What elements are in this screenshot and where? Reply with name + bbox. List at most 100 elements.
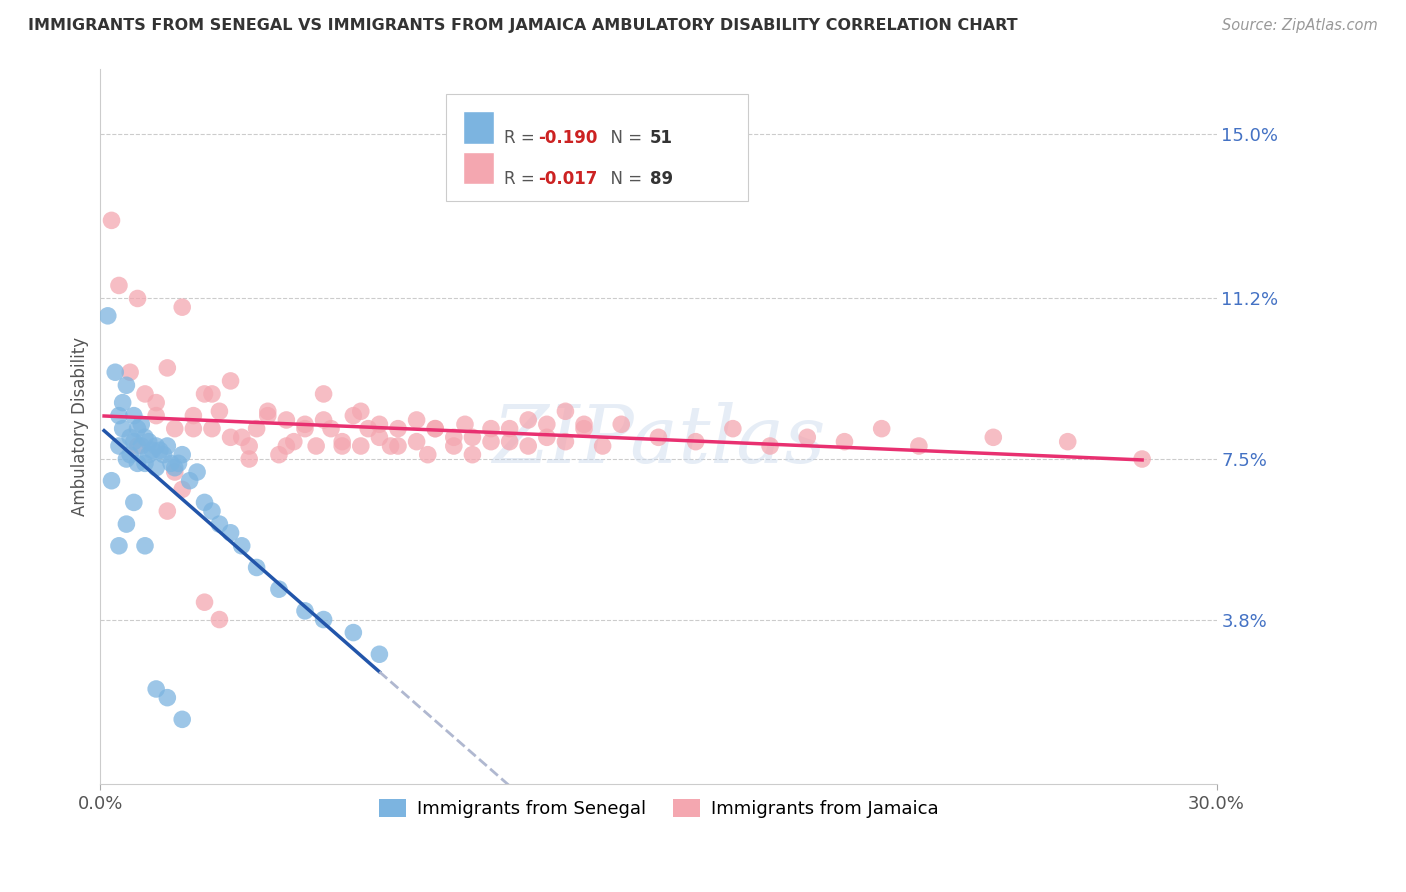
Point bbox=[283, 434, 305, 449]
Point bbox=[416, 448, 439, 462]
Point bbox=[368, 417, 391, 432]
Point bbox=[610, 417, 633, 432]
Point bbox=[149, 443, 172, 458]
Point bbox=[208, 613, 231, 627]
Point bbox=[127, 422, 149, 436]
Point bbox=[156, 439, 179, 453]
Point bbox=[479, 422, 502, 436]
Point bbox=[454, 417, 477, 432]
Point bbox=[592, 439, 614, 453]
Point bbox=[111, 395, 134, 409]
Text: 51: 51 bbox=[650, 128, 672, 146]
Point bbox=[156, 504, 179, 518]
Point bbox=[357, 422, 380, 436]
Point bbox=[108, 439, 131, 453]
Point bbox=[172, 300, 194, 314]
Point bbox=[138, 448, 160, 462]
Text: R =: R = bbox=[505, 128, 540, 146]
Point bbox=[127, 439, 149, 453]
Point bbox=[342, 409, 364, 423]
Point bbox=[111, 422, 134, 436]
Point bbox=[100, 474, 122, 488]
Point bbox=[405, 434, 427, 449]
Point bbox=[572, 417, 595, 432]
Point bbox=[115, 517, 138, 532]
Text: IMMIGRANTS FROM SENEGAL VS IMMIGRANTS FROM JAMAICA AMBULATORY DISABILITY CORRELA: IMMIGRANTS FROM SENEGAL VS IMMIGRANTS FR… bbox=[28, 18, 1018, 33]
Point bbox=[145, 439, 167, 453]
Point bbox=[330, 434, 353, 449]
Point bbox=[201, 387, 224, 401]
Point bbox=[122, 434, 145, 449]
Point bbox=[208, 404, 231, 418]
Point bbox=[380, 439, 402, 453]
Point bbox=[122, 495, 145, 509]
Point bbox=[294, 417, 316, 432]
Point bbox=[536, 430, 558, 444]
FancyBboxPatch shape bbox=[463, 153, 495, 185]
Point bbox=[908, 439, 931, 453]
Point bbox=[219, 525, 242, 540]
Point bbox=[350, 404, 373, 418]
Point bbox=[108, 278, 131, 293]
Point bbox=[183, 409, 205, 423]
Point bbox=[1130, 452, 1153, 467]
Point bbox=[330, 439, 353, 453]
Point bbox=[256, 404, 278, 418]
Point bbox=[156, 360, 179, 375]
Point bbox=[685, 434, 707, 449]
Point bbox=[134, 430, 156, 444]
Point bbox=[759, 439, 782, 453]
Point bbox=[145, 460, 167, 475]
Point bbox=[120, 430, 142, 444]
Point bbox=[238, 439, 260, 453]
Point bbox=[160, 456, 183, 470]
Point bbox=[796, 430, 818, 444]
Point bbox=[1056, 434, 1078, 449]
Point bbox=[179, 474, 201, 488]
Point bbox=[156, 690, 179, 705]
Point bbox=[172, 448, 194, 462]
Text: N =: N = bbox=[600, 128, 648, 146]
Text: ZIPatlas: ZIPatlas bbox=[492, 402, 825, 480]
Point bbox=[276, 439, 298, 453]
Point bbox=[122, 409, 145, 423]
Legend: Immigrants from Senegal, Immigrants from Jamaica: Immigrants from Senegal, Immigrants from… bbox=[371, 792, 945, 825]
Point bbox=[115, 452, 138, 467]
Point bbox=[834, 434, 856, 449]
Point bbox=[294, 604, 316, 618]
Point bbox=[246, 422, 269, 436]
Point bbox=[312, 387, 335, 401]
Point bbox=[498, 434, 520, 449]
Point bbox=[138, 434, 160, 449]
Point bbox=[193, 387, 215, 401]
Point bbox=[387, 422, 409, 436]
Point bbox=[350, 439, 373, 453]
Text: Source: ZipAtlas.com: Source: ZipAtlas.com bbox=[1222, 18, 1378, 33]
Point bbox=[167, 456, 190, 470]
FancyBboxPatch shape bbox=[463, 112, 495, 144]
Point bbox=[104, 365, 127, 379]
Point bbox=[461, 430, 484, 444]
Point bbox=[152, 448, 174, 462]
Point bbox=[536, 417, 558, 432]
Point bbox=[145, 681, 167, 696]
Point bbox=[981, 430, 1004, 444]
Text: -0.017: -0.017 bbox=[538, 170, 598, 188]
Point bbox=[134, 456, 156, 470]
Point bbox=[120, 448, 142, 462]
Point bbox=[108, 409, 131, 423]
Point bbox=[108, 539, 131, 553]
Point bbox=[134, 539, 156, 553]
Point bbox=[517, 413, 540, 427]
Point bbox=[721, 422, 744, 436]
Point bbox=[115, 378, 138, 392]
Point bbox=[145, 395, 167, 409]
Point bbox=[127, 456, 149, 470]
Point bbox=[305, 439, 328, 453]
Point bbox=[163, 465, 186, 479]
Point bbox=[238, 452, 260, 467]
Point bbox=[134, 387, 156, 401]
Point bbox=[425, 422, 447, 436]
FancyBboxPatch shape bbox=[446, 94, 748, 201]
Point bbox=[312, 413, 335, 427]
